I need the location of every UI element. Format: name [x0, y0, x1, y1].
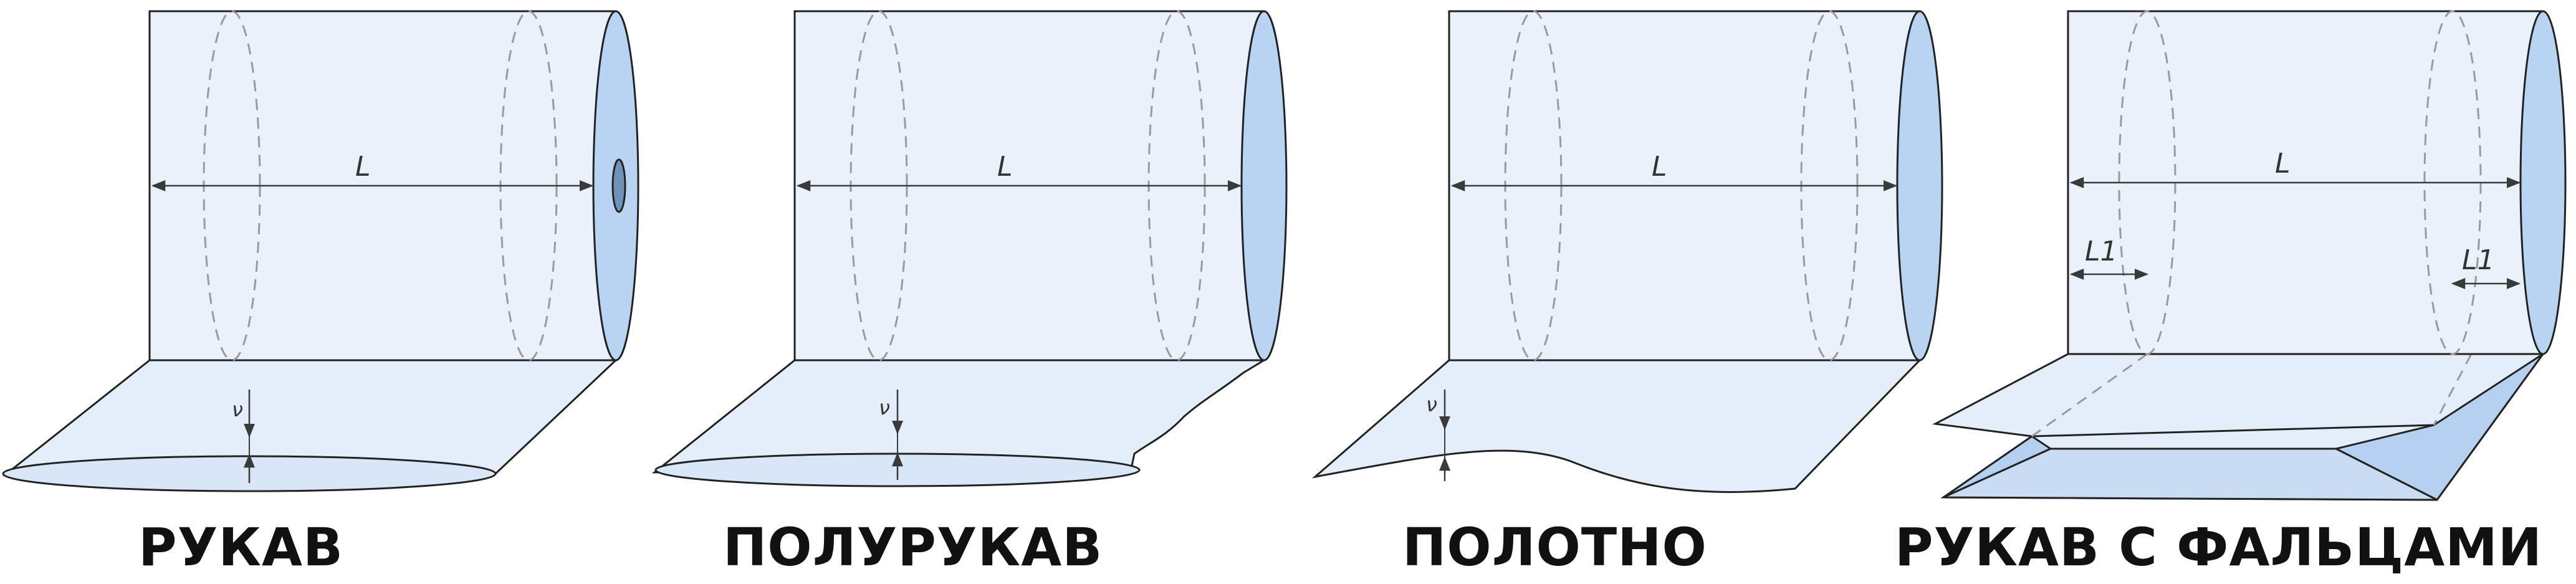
sleeve-thickness-label: ν	[232, 398, 243, 421]
sleeve-roll: L ν	[2, 10, 639, 492]
half-sleeve-length-label: L	[997, 151, 1013, 183]
half-sleeve-roll-end	[1240, 10, 1288, 361]
sheet-roll-end	[1896, 10, 1943, 361]
sheet-length-label: L	[1652, 151, 1667, 183]
caption-half-sleeve: ПОЛУРУКАВ	[723, 517, 1103, 578]
sleeve-length-label: L	[355, 151, 371, 183]
gusseted-inner-fold	[1943, 448, 2438, 501]
gusseted-roll-end	[2519, 10, 2567, 355]
gusseted-fold-label-right: L1	[2462, 244, 2495, 276]
sheet-roll: L ν	[1311, 10, 1943, 493]
gusseted-length-label: L	[2275, 148, 2291, 180]
gusseted-sleeve-roll: L L1 L1	[1932, 10, 2567, 501]
gusseted-fold-label-left: L1	[2085, 236, 2118, 267]
sheet-flat-film	[1311, 359, 1922, 493]
half-sleeve-thickness-label: ν	[879, 396, 890, 419]
sleeve-core-hole	[611, 158, 626, 213]
caption-sleeve: РУКАВ	[138, 517, 344, 578]
caption-gusseted-sleeve: РУКАВ С ФАЛЬЦАМИ	[1895, 517, 2543, 578]
half-sleeve-flat-film	[651, 359, 1268, 474]
sheet-thickness-label: ν	[1426, 393, 1437, 416]
half-sleeve-roll: L ν	[651, 10, 1288, 487]
caption-sheet: ПОЛОТНО	[1402, 517, 1707, 578]
